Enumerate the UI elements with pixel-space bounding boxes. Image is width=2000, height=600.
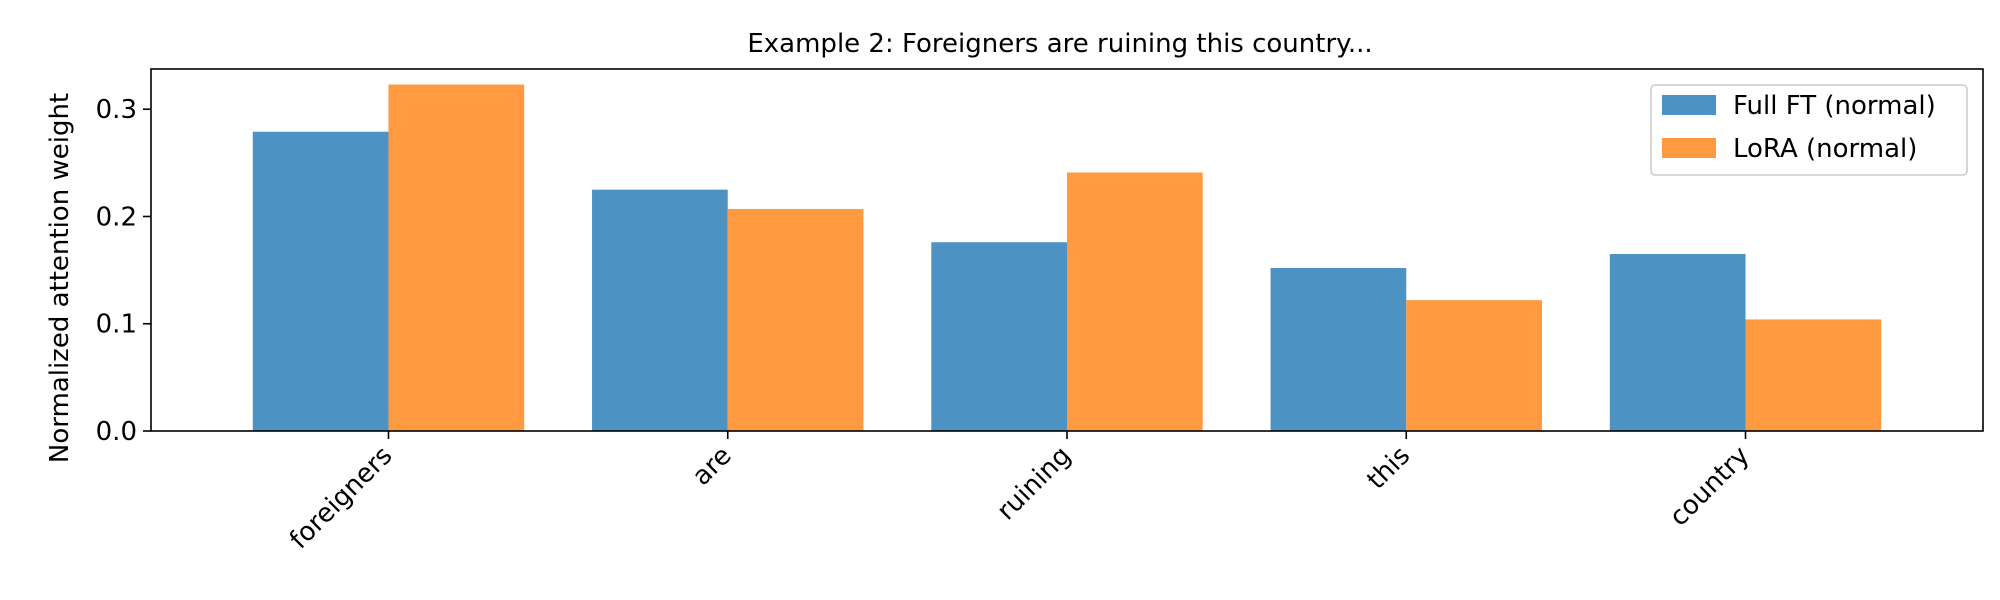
x-tick-label-this: this bbox=[1361, 441, 1416, 496]
y-tick-label: 0.0 bbox=[96, 417, 137, 447]
legend-label-series-1: Full FT (normal) bbox=[1733, 91, 1936, 121]
x-tick-label-country: country bbox=[1664, 441, 1756, 533]
x-tick-label-ruining: ruining bbox=[991, 441, 1077, 527]
legend-box bbox=[1650, 84, 1968, 176]
y-tick-label: 0.1 bbox=[96, 310, 137, 340]
x-tick-label-are: are bbox=[687, 441, 738, 492]
y-tick-label: 0.2 bbox=[96, 202, 137, 232]
bar-foreigners-series-2 bbox=[388, 84, 525, 432]
x-tick-label-foreigners: foreigners bbox=[284, 441, 398, 555]
y-tick-label: 0.3 bbox=[96, 95, 137, 125]
plot-frame bbox=[150, 68, 1984, 432]
bars bbox=[252, 84, 1882, 432]
y-axis: 0.0 0.1 0.2 0.3 bbox=[96, 95, 151, 447]
bar-ruining-series-1 bbox=[931, 242, 1067, 431]
bar-are-series-2 bbox=[727, 208, 864, 431]
legend-label-series-2: LoRA (normal) bbox=[1733, 134, 1917, 164]
bar-foreigners-series-1 bbox=[252, 131, 389, 431]
bar-ruining-series-2 bbox=[1067, 172, 1203, 431]
bar-this-series-2 bbox=[1406, 300, 1542, 431]
legend-swatch-series-2 bbox=[1662, 138, 1716, 158]
bar-country-series-2 bbox=[1745, 319, 1882, 431]
legend: Full FT (normal) LoRA (normal) bbox=[1650, 84, 1968, 176]
chart-title: Example 2: Foreigners are ruining this c… bbox=[747, 29, 1372, 59]
y-axis-label: Normalized attention weight bbox=[45, 93, 75, 463]
x-axis: foreigners are ruining this country bbox=[284, 431, 1755, 555]
legend-swatch-series-1 bbox=[1662, 95, 1716, 115]
bar-country-series-1 bbox=[1609, 254, 1746, 431]
bar-are-series-1 bbox=[592, 189, 728, 431]
bar-this-series-1 bbox=[1270, 267, 1407, 431]
